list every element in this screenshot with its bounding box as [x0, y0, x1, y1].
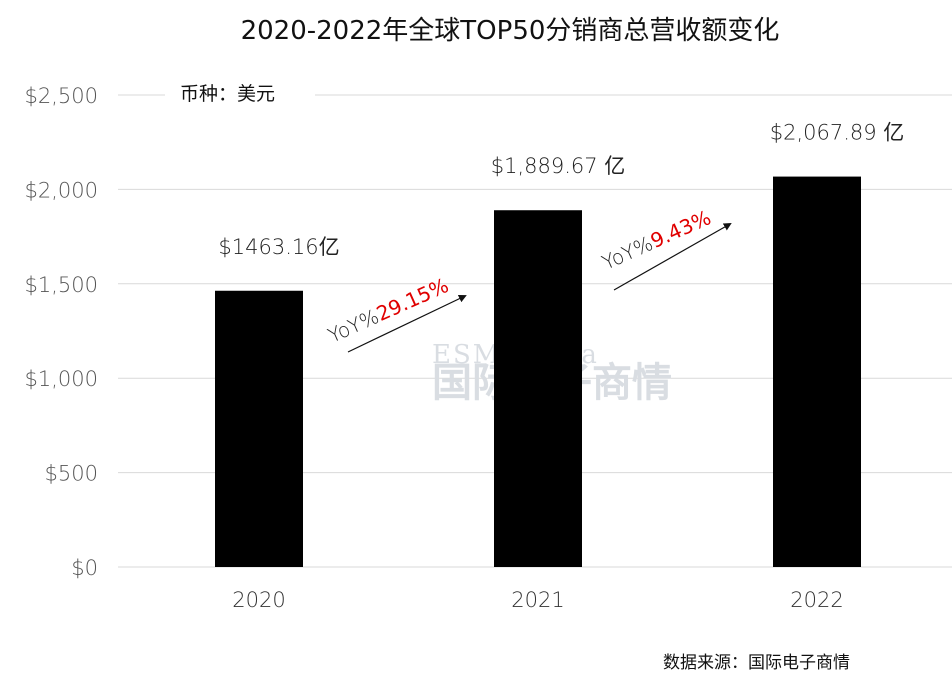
y-tick-label: $1,000: [25, 367, 98, 391]
y-tick-label: $2,000: [25, 178, 98, 202]
data-labels: 2020 $1463.16亿 2021 $1,889.67 亿 2022 $2,067.8…: [218, 121, 904, 612]
x-tick-label: 2020: [232, 588, 285, 612]
yoy-prefix: YoY%: [598, 231, 656, 274]
y-tick-label: $500: [45, 462, 98, 486]
yoy-value: 29.15%: [373, 273, 452, 326]
data-label: $1463.16亿: [218, 235, 339, 259]
currency-note: 币种：美元: [180, 83, 275, 105]
bar: [773, 176, 861, 567]
bar: [215, 290, 303, 567]
source-note: 数据来源：国际电子商情: [663, 653, 850, 673]
yoy-prefix: YoY%: [324, 304, 382, 347]
yoy-annotation: YoY%9.43%: [598, 205, 714, 274]
x-tick-label: 2021: [511, 588, 564, 612]
y-tick-label: $0: [71, 556, 98, 580]
yoy-arrow: [613, 223, 732, 291]
data-label: $2,067.89 亿: [770, 121, 905, 145]
chart-title: 2020-2022年全球TOP50分销商总营收额变化: [241, 16, 780, 46]
bars: [215, 176, 861, 568]
unit-note-background: [165, 76, 315, 112]
yoy-value: 9.43%: [647, 205, 715, 253]
x-tick-label: 2022: [790, 588, 843, 612]
y-tick-label: $2,500: [25, 84, 98, 108]
y-tick-label: $1,500: [25, 273, 98, 297]
data-label: $1,889.67 亿: [491, 154, 626, 178]
bar: [494, 210, 582, 568]
yoy-arrow: [347, 294, 467, 353]
